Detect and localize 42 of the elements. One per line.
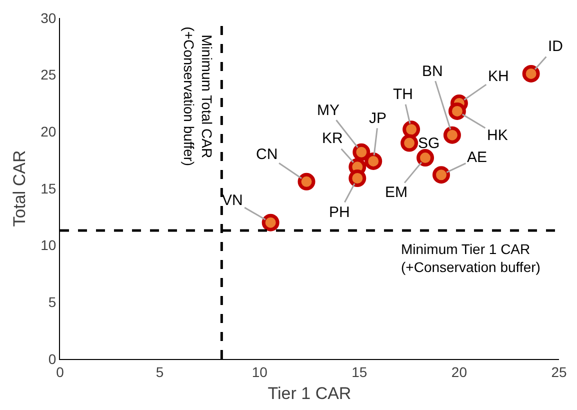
annotation: KH [488,68,509,85]
annotation: EM [385,184,408,201]
point [416,149,434,167]
point [443,126,461,144]
point [352,143,370,161]
y-tick-label: 0 [48,350,56,367]
x-tick-label: 5 [156,364,164,380]
point [522,64,540,82]
annotation: PH [329,204,350,221]
x-tick-label: 20 [451,364,468,380]
point [432,166,450,184]
y-axis-title: Total CAR [10,150,30,227]
point [364,152,382,170]
y-tick-label: 5 [48,294,56,310]
x-tick-label: 10 [252,364,268,380]
y-tick-label: 25 [40,66,56,83]
x-axis-title: Tier 1 CAR [268,384,352,404]
point [298,172,316,190]
point [262,214,280,232]
y-tick-label: 20 [40,124,56,140]
point [400,134,418,152]
annotation: CN [256,146,278,163]
y-tick-label: 15 [40,180,56,196]
point [448,102,466,120]
annotation: ID [548,38,564,55]
annotation: VN [222,192,243,209]
ref-line-label: Minimum Total CAR (+Conservation buffer) [180,26,215,166]
annotation: AE [467,149,488,166]
y-tick-label: 10 [40,237,56,254]
annotation: TH [393,86,413,103]
annotation: JP [369,110,387,127]
point [348,170,366,188]
annotation: HK [487,127,508,144]
x-tick-label: 25 [551,364,567,380]
x-tick-label: 15 [352,364,368,380]
annotation: MY [317,102,340,119]
annotation: KR [322,130,344,147]
ref-line-label: Minimum Tier 1 CAR (+Conservation buffer) [401,241,540,276]
y-tick-label: 30 [40,10,56,26]
point [402,120,420,138]
annotation: BN [422,63,443,80]
annotation: SG [418,135,440,152]
